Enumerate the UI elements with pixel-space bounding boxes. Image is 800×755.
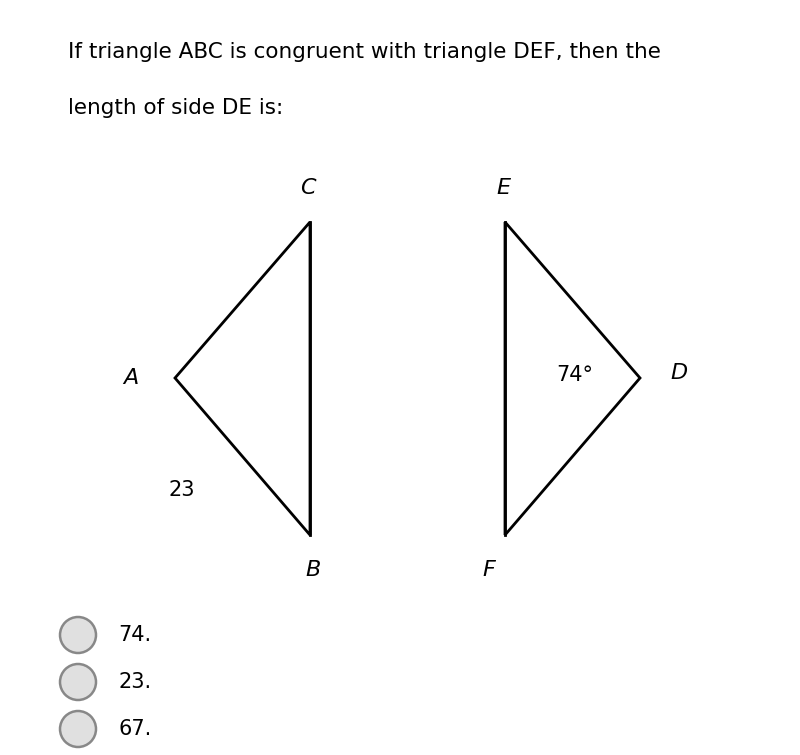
Text: B: B xyxy=(306,560,321,580)
Text: 74°: 74° xyxy=(556,365,593,385)
Text: If triangle ABC is congruent with triangle DEF, then the: If triangle ABC is congruent with triang… xyxy=(68,42,661,62)
Circle shape xyxy=(60,617,96,653)
Text: 74.: 74. xyxy=(118,625,151,645)
Text: 23: 23 xyxy=(169,480,195,500)
Text: C: C xyxy=(300,178,316,198)
Text: D: D xyxy=(670,363,687,383)
Text: length of side DE is:: length of side DE is: xyxy=(68,98,283,118)
Circle shape xyxy=(60,664,96,700)
Text: E: E xyxy=(496,178,510,198)
Circle shape xyxy=(60,711,96,747)
Text: 67.: 67. xyxy=(118,719,151,739)
Text: 23.: 23. xyxy=(118,672,151,692)
Text: A: A xyxy=(122,368,138,388)
Text: F: F xyxy=(482,560,495,580)
